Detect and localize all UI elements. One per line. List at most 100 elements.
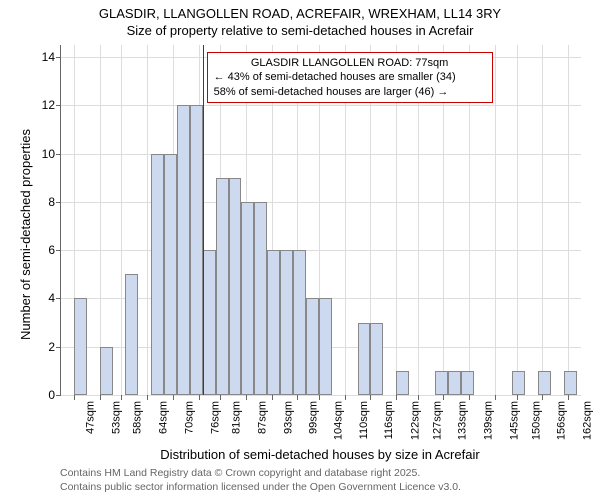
xtick-mark <box>100 395 101 400</box>
xtick-label: 93sqm <box>282 401 294 434</box>
xtick-label: 76sqm <box>209 401 221 434</box>
histogram-bar <box>74 298 87 395</box>
y-axis-label: Number of semi-detached properties <box>18 129 33 340</box>
gridline-vertical <box>100 45 101 395</box>
reference-line <box>203 45 204 395</box>
footer-line-1: Contains HM Land Registry data © Crown c… <box>60 467 461 481</box>
xtick-label: 139sqm <box>483 401 495 440</box>
histogram-bar <box>280 250 293 395</box>
histogram-bar <box>370 323 383 395</box>
title-line-2: Size of property relative to semi-detach… <box>0 23 600 40</box>
histogram-bar <box>435 371 448 395</box>
xtick-label: 81sqm <box>231 401 243 434</box>
histogram-bar <box>306 298 319 395</box>
histogram-bar <box>229 178 242 395</box>
xtick-label: 110sqm <box>358 401 370 439</box>
xtick-label: 70sqm <box>183 401 195 434</box>
ytick-label: 4 <box>48 291 61 305</box>
xtick-label: 133sqm <box>457 401 469 440</box>
histogram-bar <box>319 298 332 395</box>
histogram-bar <box>267 250 280 395</box>
histogram-bar <box>254 202 267 395</box>
ytick-label: 0 <box>48 388 61 402</box>
annotation-line-3: 58% of semi-detached houses are larger (… <box>214 85 486 99</box>
histogram-bar <box>177 105 190 395</box>
ytick-label: 8 <box>48 195 61 209</box>
xtick-mark <box>272 395 273 400</box>
histogram-bar <box>293 250 306 395</box>
xtick-mark <box>147 395 148 400</box>
annotation-box: GLASDIR LLANGOLLEN ROAD: 77sqm← 43% of s… <box>207 52 493 103</box>
plot-area: 0246810121447sqm53sqm58sqm64sqm70sqm76sq… <box>60 45 581 396</box>
histogram-bar <box>448 371 461 395</box>
xtick-label: 145sqm <box>509 401 521 440</box>
xtick-label: 127sqm <box>431 401 443 440</box>
histogram-bar <box>538 371 551 395</box>
gridline-vertical <box>147 45 148 395</box>
xtick-label: 116sqm <box>384 401 396 439</box>
histogram-bar <box>216 178 229 395</box>
xtick-mark <box>199 395 200 400</box>
x-axis-label: Distribution of semi-detached houses by … <box>60 447 580 462</box>
histogram-bar <box>564 371 577 395</box>
histogram-bar <box>396 371 409 395</box>
histogram-bar <box>512 371 525 395</box>
xtick-mark <box>542 395 543 400</box>
chart-container: GLASDIR, LLANGOLLEN ROAD, ACREFAIR, WREX… <box>0 0 600 500</box>
xtick-mark <box>74 395 75 400</box>
xtick-mark <box>443 395 444 400</box>
histogram-bar <box>190 105 203 395</box>
ytick-label: 6 <box>48 243 61 257</box>
xtick-mark <box>345 395 346 400</box>
xtick-mark <box>568 395 569 400</box>
title-line-1: GLASDIR, LLANGOLLEN ROAD, ACREFAIR, WREX… <box>0 6 600 23</box>
xtick-mark <box>297 395 298 400</box>
gridline-vertical <box>495 45 496 395</box>
histogram-bar <box>203 250 216 395</box>
ytick-label: 2 <box>48 340 61 354</box>
gridline-vertical <box>568 45 569 395</box>
xtick-mark <box>173 395 174 400</box>
xtick-mark <box>246 395 247 400</box>
xtick-label: 122sqm <box>410 401 422 440</box>
histogram-bar <box>125 274 138 395</box>
gridline-horizontal <box>61 250 581 251</box>
xtick-label: 104sqm <box>332 401 344 440</box>
histogram-bar <box>151 154 164 395</box>
histogram-bar <box>358 323 371 395</box>
xtick-mark <box>517 395 518 400</box>
xtick-label: 47sqm <box>84 401 96 434</box>
xtick-mark <box>370 395 371 400</box>
gridline-horizontal <box>61 202 581 203</box>
ytick-label: 10 <box>42 147 61 161</box>
xtick-mark <box>469 395 470 400</box>
footer-attribution: Contains HM Land Registry data © Crown c… <box>60 467 461 494</box>
xtick-mark <box>495 395 496 400</box>
xtick-label: 64sqm <box>157 401 169 434</box>
gridline-vertical <box>121 45 122 395</box>
xtick-label: 53sqm <box>110 401 122 434</box>
xtick-label: 156sqm <box>556 401 568 440</box>
histogram-bar <box>461 371 474 395</box>
histogram-bar <box>100 347 113 395</box>
histogram-bar <box>164 154 177 395</box>
gridline-horizontal <box>61 395 581 396</box>
footer-line-2: Contains public sector information licen… <box>60 481 461 495</box>
annotation-line-1: GLASDIR LLANGOLLEN ROAD: 77sqm <box>214 56 486 70</box>
xtick-label: 99sqm <box>308 401 320 434</box>
title-block: GLASDIR, LLANGOLLEN ROAD, ACREFAIR, WREX… <box>0 6 600 40</box>
xtick-mark <box>220 395 221 400</box>
gridline-horizontal <box>61 154 581 155</box>
xtick-label: 87sqm <box>256 401 268 434</box>
histogram-bar <box>241 202 254 395</box>
annotation-line-2: ← 43% of semi-detached houses are smalle… <box>214 70 486 84</box>
xtick-mark <box>319 395 320 400</box>
gridline-vertical <box>542 45 543 395</box>
xtick-mark <box>396 395 397 400</box>
xtick-label: 58sqm <box>132 401 144 434</box>
gridline-vertical <box>517 45 518 395</box>
ytick-label: 14 <box>42 50 61 64</box>
xtick-label: 150sqm <box>530 401 542 440</box>
xtick-label: 162sqm <box>582 401 594 440</box>
gridline-horizontal <box>61 105 581 106</box>
